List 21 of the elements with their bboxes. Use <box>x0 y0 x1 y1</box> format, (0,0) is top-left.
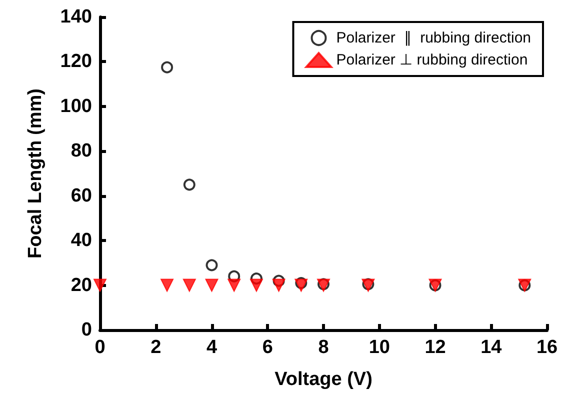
x-tick-label: 14 <box>480 337 502 358</box>
y-tick-label: 140 <box>60 6 92 28</box>
x-tick-label: 4 <box>206 337 218 358</box>
x-tick-label: 10 <box>368 337 390 358</box>
y-tick-label: 40 <box>70 230 92 252</box>
x-tick-label: 8 <box>318 337 329 358</box>
x-tick-label: 2 <box>150 337 162 358</box>
x-tick-label: 6 <box>262 337 273 358</box>
y-tick-label: 80 <box>70 140 92 162</box>
x-axis-title: Voltage (V) <box>274 369 372 390</box>
y-axis-title: Focal Length (mm) <box>25 88 46 258</box>
legend-label: Polarizer ∥ rubbing direction <box>336 30 532 46</box>
y-tick-label: 60 <box>70 185 92 206</box>
y-tick-label: 120 <box>60 51 92 72</box>
x-tick-label: 0 <box>94 337 106 358</box>
x-tick-label: 12 <box>424 337 446 358</box>
y-tick-label: 0 <box>81 320 92 340</box>
y-tick-label: 100 <box>60 96 92 117</box>
legend-label: Polarizer ⊥ rubbing direction <box>336 52 528 68</box>
y-tick-label: 20 <box>70 274 92 296</box>
x-tick-label: 16 <box>536 337 558 358</box>
